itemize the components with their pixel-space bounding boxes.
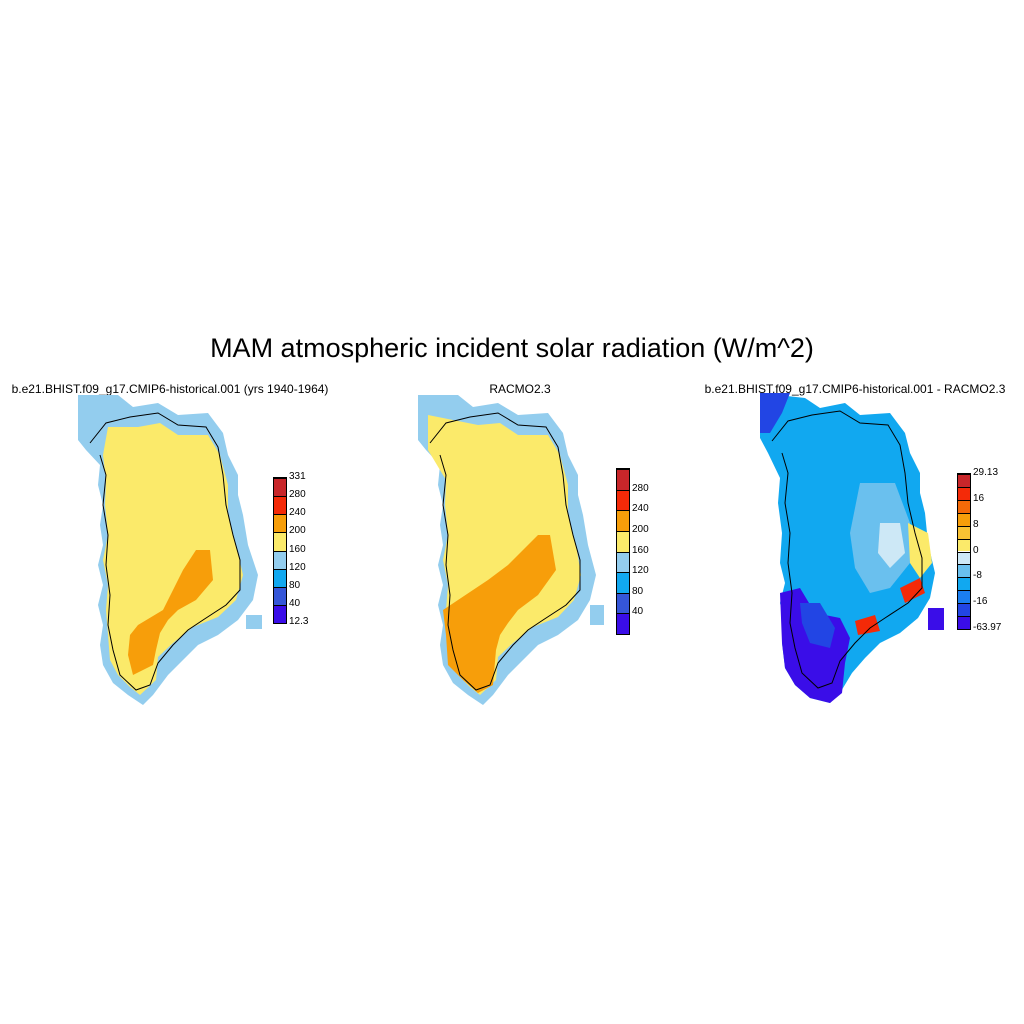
colorbar-model: 12.3 40 80 120 160 200 240 280 331 xyxy=(273,471,333,627)
panel-title-diff: b.e21.BHIST.f09_g17.CMIP6-historical.001… xyxy=(704,382,1006,396)
colorbar-label: 200 xyxy=(632,523,649,535)
colorbar-swatch xyxy=(617,510,629,531)
colorbar-label: 8 xyxy=(973,518,979,530)
colorbar-swatch xyxy=(958,551,970,565)
colorbar-swatch xyxy=(617,530,629,552)
colorbar-swatch xyxy=(958,590,970,604)
colorbar-swatch xyxy=(274,532,286,551)
colorbar-box xyxy=(957,473,971,630)
colorbar-label: 200 xyxy=(289,525,306,537)
colorbar-label: 40 xyxy=(632,606,644,618)
greenland-map-obs xyxy=(418,395,604,705)
colorbar-swatch xyxy=(958,474,970,487)
colorbar-label: 240 xyxy=(632,503,649,515)
colorbar-swatch xyxy=(617,551,629,573)
colorbar-swatch xyxy=(617,613,629,634)
colorbar-swatch xyxy=(274,478,286,497)
colorbar-swatch xyxy=(958,577,970,591)
colorbar-swatch xyxy=(958,486,970,500)
figure-title: MAM atmospheric incident solar radiation… xyxy=(210,333,814,363)
colorbar-label: 160 xyxy=(632,544,649,556)
greenland-map-diff xyxy=(760,393,944,703)
colorbar-label: 29.13 xyxy=(973,467,999,478)
colorbar-swatch xyxy=(274,586,286,605)
colorbar-label: 160 xyxy=(289,543,306,555)
colorbar-swatch xyxy=(958,525,970,539)
panel-title-obs: RACMO2.3 xyxy=(489,382,551,396)
colorbar-label: 40 xyxy=(289,597,301,609)
colorbar-swatch xyxy=(274,604,286,623)
colorbar-label: 280 xyxy=(289,489,306,501)
colorbar-label: 80 xyxy=(289,579,301,591)
colorbar-swatch xyxy=(274,514,286,533)
colorbar-swatch xyxy=(617,572,629,593)
colorbar-label: 331 xyxy=(289,471,306,482)
colorbar-label: 120 xyxy=(289,561,306,573)
colorbar-label: 80 xyxy=(632,585,644,597)
colorbar-swatch xyxy=(958,538,970,552)
colorbar-swatch xyxy=(617,489,629,511)
colorbar-label: 280 xyxy=(632,482,649,494)
colorbar-label: 16 xyxy=(973,492,985,504)
panel-title-model: b.e21.BHIST.f09_g17.CMIP6-historical.001… xyxy=(11,382,329,396)
colorbar-swatch xyxy=(274,550,286,569)
colorbar-label: -63.97 xyxy=(973,622,1002,633)
colorbar-label: 0 xyxy=(973,544,979,556)
colorbar-swatch xyxy=(274,568,286,587)
colorbar-swatch xyxy=(958,564,970,578)
colorbar-label: -8 xyxy=(973,570,982,582)
colorbar-label: 240 xyxy=(289,507,306,519)
colorbar-label: 120 xyxy=(632,565,649,577)
colorbar-swatch xyxy=(617,592,629,614)
colorbar-box xyxy=(273,477,287,624)
colorbar-swatch xyxy=(617,469,629,490)
colorbar-swatch xyxy=(958,616,970,629)
colorbar-swatch xyxy=(274,496,286,515)
greenland-map-model xyxy=(78,395,262,705)
colorbar-box xyxy=(616,468,630,635)
colorbar-swatch xyxy=(958,499,970,513)
colorbar-diff: -63.97 -16 -8 0 8 16 29.13 xyxy=(957,467,1019,633)
colorbar-label: -16 xyxy=(973,596,988,608)
colorbar-swatch xyxy=(958,512,970,526)
colorbar-label: 12.3 xyxy=(289,616,309,627)
colorbar-swatch xyxy=(958,603,970,617)
colorbar-obs: 40 80 120 160 200 240 280 xyxy=(616,468,676,635)
